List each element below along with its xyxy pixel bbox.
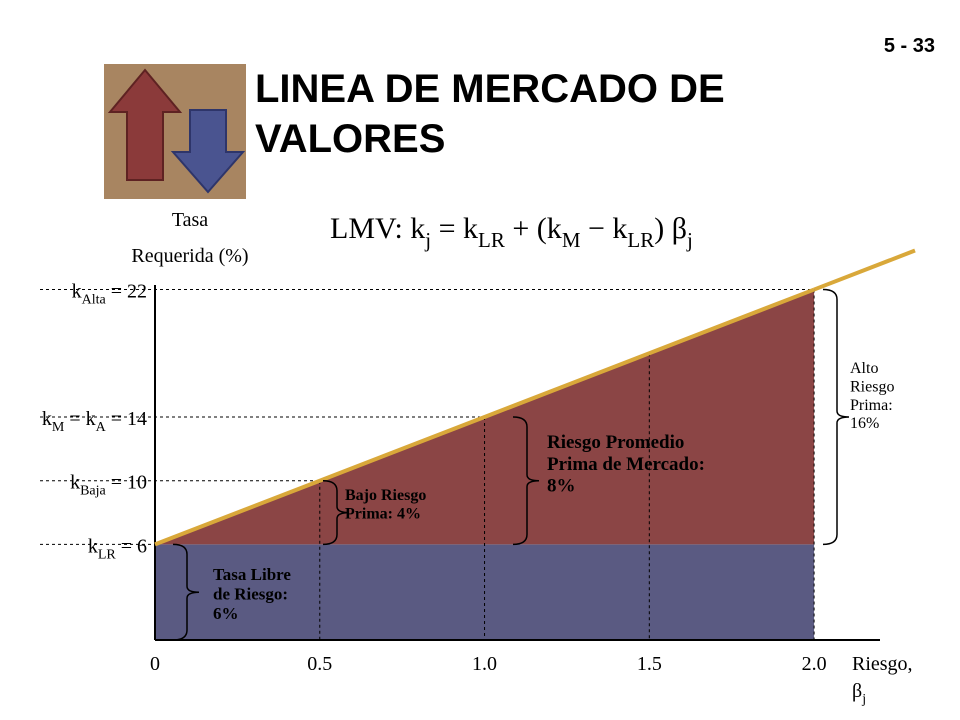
- y-tick-label: kM = kA = 14: [42, 408, 147, 435]
- y-tick-label-part: = 14: [106, 408, 147, 430]
- y-tick-label-sub: A: [96, 420, 107, 435]
- formula-sub: j: [686, 228, 693, 252]
- formula-part: ) β: [654, 212, 687, 245]
- x-tick-label: 1.5: [637, 653, 662, 675]
- y-tick-label-part: k: [88, 535, 98, 557]
- formula-part: − k: [581, 212, 628, 245]
- annotation: Alto: [850, 360, 878, 377]
- y-axis-label: Tasa: [172, 209, 208, 231]
- annotation: 16%: [850, 415, 879, 432]
- annotation: Prima de Mercado:: [547, 454, 705, 475]
- title: VALORES: [255, 117, 445, 161]
- brace: [322, 479, 350, 546]
- y-tick-label: kBaja = 10: [70, 472, 147, 499]
- y-tick-label: kLR = 6: [88, 535, 147, 562]
- brace: [172, 543, 200, 641]
- y-tick-label-part: k: [70, 472, 80, 494]
- y-tick-label: kAlta = 22: [72, 281, 147, 308]
- formula-part: + (k: [505, 212, 562, 245]
- x-axis-label-part: β: [852, 680, 862, 702]
- annotation: Riesgo Promedio: [547, 432, 684, 453]
- y-tick-label-part: = 10: [106, 472, 147, 494]
- formula-sub: LR: [627, 228, 654, 252]
- slide-number: 5 - 33: [884, 35, 935, 57]
- x-axis-label: βj: [852, 680, 866, 707]
- annotation: Prima:: [850, 397, 893, 414]
- x-axis-label-sub: j: [861, 692, 866, 707]
- y-tick-label-part: k: [72, 281, 82, 303]
- annotation: 6%: [213, 604, 239, 623]
- x-axis-label-part: Riesgo,: [852, 653, 913, 675]
- y-tick-label-sub: LR: [98, 547, 117, 562]
- y-tick-label-sub: M: [52, 420, 65, 435]
- y-tick-label-sub: Baja: [80, 484, 106, 499]
- formula: LMV: kj = kLR + (kM − kLR) βj: [330, 212, 693, 252]
- x-tick-label: 0: [150, 653, 160, 675]
- sml-extension: [813, 248, 916, 292]
- formula-part: = k: [431, 212, 478, 245]
- y-tick-label-part: = 6: [116, 535, 147, 557]
- annotation: Tasa Libre: [213, 565, 291, 584]
- brace: [822, 288, 850, 546]
- title: LINEA DE MERCADO DE: [255, 67, 725, 111]
- formula-part: LMV: k: [330, 212, 425, 245]
- annotation: 8%: [547, 476, 576, 497]
- logo: [104, 64, 246, 199]
- y-axis-label: Requerida (%): [131, 245, 248, 267]
- x-tick-label: 0.5: [307, 653, 332, 675]
- x-tick-label: 1.0: [472, 653, 497, 675]
- formula-sub: j: [424, 228, 431, 252]
- y-tick-label-part: = k: [64, 408, 95, 430]
- annotation: Bajo Riesgo: [345, 487, 426, 504]
- annotation: de Riesgo:: [213, 585, 288, 604]
- y-tick-label-sub: Alta: [82, 293, 107, 308]
- y-tick-label-part: = 22: [106, 281, 147, 303]
- x-tick-label: 2.0: [802, 653, 827, 675]
- y-tick-label-part: k: [42, 408, 52, 430]
- formula-sub: M: [562, 228, 581, 252]
- annotation: Prima: 4%: [345, 505, 421, 522]
- formula-sub: LR: [478, 228, 505, 252]
- sml-line: [154, 287, 815, 547]
- x-axis-label: Riesgo,: [852, 653, 913, 675]
- brace: [512, 416, 540, 546]
- annotation: Riesgo: [850, 378, 894, 395]
